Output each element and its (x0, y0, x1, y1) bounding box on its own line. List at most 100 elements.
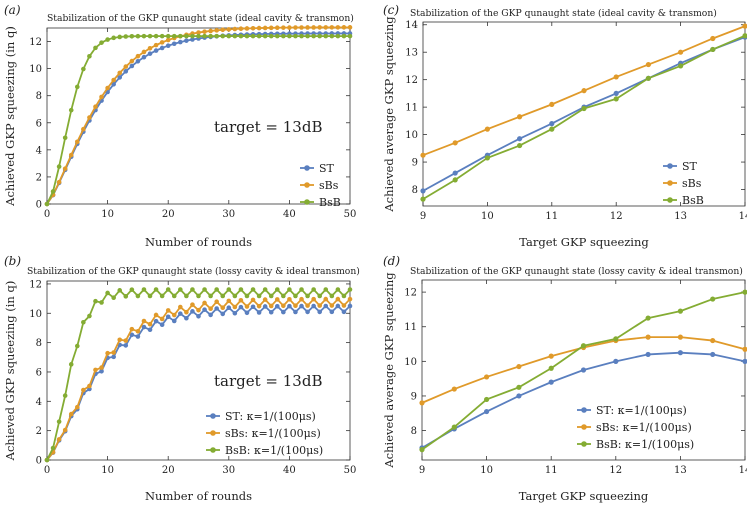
data-point (678, 49, 684, 55)
chart-panel-d: (d) Stabilization of the GKP qunaught sta… (382, 254, 747, 503)
data-point (196, 307, 201, 313)
data-point (250, 297, 256, 303)
legend-label-bsb: BsB: κ=1/(100μs) (225, 444, 323, 457)
data-point (159, 293, 165, 299)
data-point (171, 312, 177, 318)
data-point (548, 379, 554, 385)
data-point (153, 42, 159, 48)
data-point (153, 48, 159, 53)
data-point (305, 309, 310, 315)
data-point (129, 287, 135, 292)
data-point (581, 88, 587, 94)
data-point (202, 307, 207, 312)
data-point (141, 49, 147, 55)
y-tick-label: 14 (405, 20, 418, 31)
data-point (190, 287, 195, 292)
data-point (256, 310, 262, 315)
data-point (81, 387, 86, 393)
data-point (274, 287, 280, 292)
y-tick-label: 11 (405, 103, 418, 114)
legend-label-sbs: sBs (319, 179, 339, 192)
data-point (202, 33, 207, 39)
data-point (250, 304, 256, 310)
series-st (419, 350, 747, 451)
data-point (281, 309, 286, 315)
data-point (117, 34, 123, 40)
data-point (238, 33, 244, 39)
data-point (341, 33, 347, 39)
data-point (165, 33, 171, 39)
data-point (645, 75, 652, 81)
data-point (135, 53, 141, 59)
y-tick-label: 8 (412, 185, 418, 196)
data-point (232, 304, 238, 310)
data-point (178, 287, 183, 292)
data-point (208, 312, 213, 318)
data-point (305, 33, 310, 39)
data-point (232, 293, 238, 299)
plot-frame (422, 21, 746, 207)
data-point (226, 305, 232, 310)
legend: ST sBs BsB (663, 160, 704, 207)
data-point (268, 33, 274, 39)
data-point (452, 140, 458, 146)
data-point (105, 37, 110, 42)
x-tick-label: 12 (609, 465, 622, 476)
data-point (68, 362, 74, 367)
data-point (317, 293, 323, 299)
data-point (484, 155, 490, 161)
data-point (202, 29, 207, 34)
data-point (50, 445, 56, 451)
data-point (299, 287, 304, 292)
data-point (268, 303, 274, 309)
data-point (196, 293, 201, 299)
data-point (287, 296, 292, 302)
panel-label: (c) (383, 3, 399, 17)
data-point (710, 337, 716, 344)
data-point (281, 293, 286, 299)
x-axis-label: Number of rounds (145, 235, 252, 249)
plot-frame (46, 27, 351, 205)
data-point (93, 367, 98, 373)
data-point (141, 324, 147, 330)
data-point (159, 40, 165, 45)
series-line-st (421, 351, 746, 449)
series-sbs (44, 25, 353, 207)
data-point (484, 126, 490, 132)
data-point (329, 303, 335, 308)
x-tick-label: 0 (44, 209, 50, 220)
x-tick-label: 0 (44, 465, 50, 476)
y-axis-label: Achieved average GKP squeezing (382, 16, 396, 213)
data-point (281, 303, 286, 309)
data-point (323, 287, 329, 292)
data-point (141, 33, 147, 39)
data-point (165, 314, 171, 320)
data-point (159, 322, 165, 327)
data-point (256, 25, 262, 31)
data-point (208, 293, 213, 299)
data-point (232, 310, 238, 316)
data-point (549, 121, 555, 127)
data-point (419, 400, 425, 406)
data-point (178, 33, 183, 39)
data-point (62, 135, 68, 141)
x-tick-label: 12 (610, 211, 623, 222)
data-point (105, 350, 110, 356)
x-tick-label: 13 (674, 465, 687, 476)
data-point (516, 393, 522, 399)
y-tick-label: 8 (36, 338, 42, 349)
data-point (111, 350, 116, 355)
data-point (62, 166, 68, 171)
data-point (250, 33, 256, 39)
y-tick-label: 10 (405, 130, 418, 141)
data-point (293, 25, 298, 30)
data-point (87, 383, 92, 389)
y-tick-label: 4 (36, 145, 42, 156)
data-point (184, 315, 189, 321)
target-annotation: target = 13dB (214, 372, 322, 390)
y-tick-label: 10 (404, 357, 417, 368)
legend-swatch-marker (581, 424, 587, 430)
data-point (244, 310, 250, 316)
y-tick-label: 4 (36, 397, 42, 408)
data-point (93, 298, 98, 304)
